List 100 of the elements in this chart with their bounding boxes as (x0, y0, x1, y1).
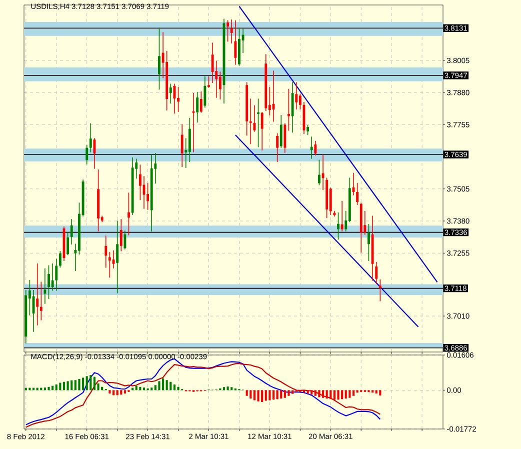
bar (222, 387, 226, 390)
candlestick (280, 115, 282, 148)
bar (379, 390, 382, 396)
bar (116, 390, 118, 396)
candlestick (356, 182, 359, 205)
candlestick (318, 160, 320, 186)
candlestick (378, 279, 382, 302)
bar (90, 375, 92, 390)
candlestick (257, 98, 260, 148)
bar (348, 390, 351, 398)
bar (276, 390, 278, 400)
bar (158, 381, 160, 390)
candlestick (337, 212, 340, 240)
candlestick (200, 91, 202, 113)
candlestick (104, 236, 108, 268)
candlestick (188, 118, 191, 162)
candlestick (368, 224, 370, 261)
candlestick (234, 20, 237, 65)
candlestick (66, 232, 70, 256)
bar (352, 390, 355, 396)
candlestick (314, 140, 317, 156)
candlestick (177, 87, 180, 112)
bar (356, 390, 358, 393)
bar (280, 390, 282, 399)
candlestick (218, 72, 222, 100)
bar (371, 390, 374, 393)
candlestick (116, 220, 119, 294)
bar (272, 390, 275, 400)
bar (66, 381, 69, 390)
candlestick (89, 123, 92, 152)
candlestick (158, 28, 160, 90)
bar (82, 378, 84, 390)
bar (341, 390, 344, 400)
candlestick (40, 282, 42, 320)
bar (330, 390, 332, 400)
bar (337, 390, 340, 400)
candlestick (108, 252, 111, 278)
bar (268, 390, 271, 400)
bar (108, 390, 111, 394)
candlestick (169, 84, 172, 104)
bar (314, 390, 316, 396)
candlestick (120, 219, 122, 252)
bar (170, 382, 172, 390)
candlestick (276, 133, 279, 162)
bar (230, 387, 233, 390)
candlestick (249, 98, 252, 144)
candlestick (86, 144, 88, 164)
bar (284, 390, 286, 398)
candlestick (306, 125, 309, 136)
candlestick (44, 268, 46, 304)
candlestick (310, 136, 313, 159)
candlestick (291, 82, 294, 133)
bar (261, 390, 264, 402)
candlestick (128, 192, 130, 236)
candlestick (230, 19, 233, 44)
candlestick (146, 182, 150, 210)
bar (326, 390, 328, 399)
bar (124, 390, 126, 394)
bar (264, 390, 267, 401)
candlestick (70, 219, 73, 245)
bar (333, 390, 336, 400)
candlestick (253, 105, 256, 132)
bar (288, 390, 290, 396)
candlestick (375, 262, 378, 284)
candlestick (284, 123, 286, 153)
bar (291, 390, 294, 394)
bar (162, 378, 164, 390)
bar (246, 390, 248, 396)
bar (322, 390, 324, 398)
bar (166, 380, 168, 390)
bar (44, 388, 46, 390)
candlestick (204, 76, 206, 108)
bar (177, 386, 180, 390)
bar (253, 390, 256, 400)
bar (93, 376, 96, 390)
bar (257, 390, 260, 402)
bar (150, 388, 153, 390)
candlestick (196, 92, 199, 123)
candlestick (138, 164, 142, 200)
bar (55, 384, 58, 390)
bar (154, 385, 156, 390)
candlestick (226, 20, 230, 42)
bar (250, 390, 252, 399)
candlestick (180, 124, 184, 167)
candlestick (208, 76, 210, 88)
bar (306, 390, 309, 394)
bar (62, 382, 66, 390)
candlestick (36, 264, 39, 326)
bar (112, 390, 115, 396)
bar (120, 390, 122, 395)
bar (226, 386, 229, 390)
candlestick (51, 264, 54, 291)
bar (344, 390, 347, 399)
candlestick (55, 258, 58, 291)
candlestick (173, 84, 176, 114)
bar (173, 384, 176, 390)
bar (70, 380, 73, 390)
candlestick (48, 265, 50, 299)
candlestick (211, 42, 214, 83)
bar (86, 376, 88, 390)
